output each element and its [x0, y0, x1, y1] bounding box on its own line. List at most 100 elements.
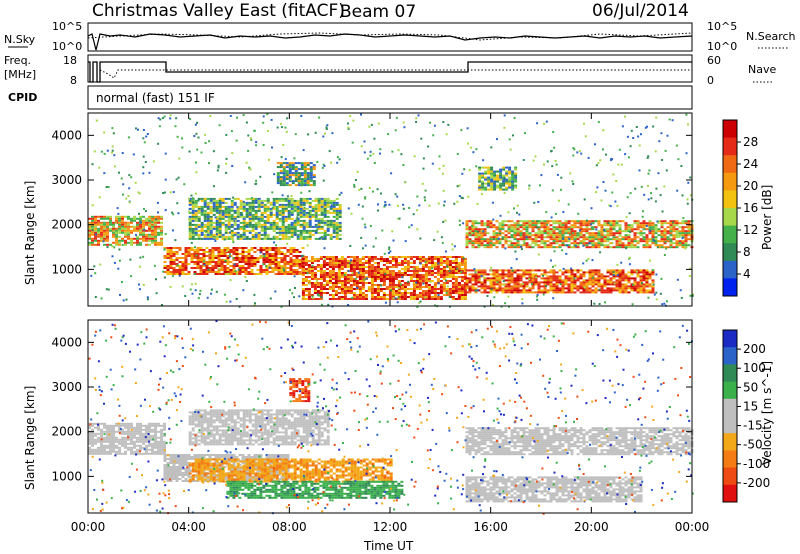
- heatmap-cell: [275, 227, 279, 230]
- heatmap-cell: [335, 227, 339, 230]
- heatmap-cell: [326, 124, 329, 127]
- heatmap-cell: [367, 272, 371, 274]
- heatmap-cell: [567, 220, 571, 223]
- heatmap-cell: [254, 227, 258, 230]
- heatmap-cell: [503, 192, 506, 194]
- heatmap-cell: [301, 294, 305, 296]
- heatmap-cell: [439, 260, 443, 262]
- heatmap-cell: [106, 225, 109, 228]
- heatmap-cell: [197, 197, 201, 200]
- heatmap-cell: [245, 221, 249, 224]
- heatmap-cell: [122, 193, 124, 196]
- heatmap-cell: [203, 235, 207, 238]
- heatmap-cell: [274, 290, 277, 293]
- heatmap-cell: [278, 217, 282, 220]
- heatmap-cell: [406, 256, 410, 258]
- heatmap-cell: [295, 265, 299, 267]
- heatmap-cell: [138, 283, 140, 286]
- heatmap-cell: [546, 289, 550, 292]
- heatmap-cell: [639, 275, 643, 278]
- heatmap-cell: [549, 287, 553, 290]
- heatmap-cell: [376, 258, 380, 260]
- heatmap-cell: [487, 176, 491, 179]
- heatmap-cell: [597, 236, 601, 239]
- heatmap-cell: [208, 162, 210, 165]
- heatmap-cell: [391, 294, 395, 296]
- heatmap-cell: [599, 159, 602, 162]
- heatmap-cell: [478, 184, 482, 187]
- heatmap-cell: [211, 247, 215, 249]
- heatmap-cell: [97, 241, 100, 244]
- heatmap-cell: [325, 280, 329, 282]
- heatmap-cell: [645, 271, 649, 274]
- heatmap-cell: [642, 238, 646, 241]
- heatmap-cell: [612, 222, 616, 225]
- heatmap-cell: [403, 286, 407, 288]
- heatmap-cell: [293, 233, 297, 236]
- heatmap-cell: [358, 290, 362, 292]
- heatmap-cell: [430, 292, 434, 294]
- heatmap-cell: [313, 298, 317, 300]
- heatmap-cell: [451, 274, 455, 276]
- heatmap-cell: [248, 231, 252, 234]
- heatmap-cell: [415, 298, 419, 300]
- heatmap-cell: [594, 279, 598, 282]
- heatmap-cell: [249, 137, 252, 140]
- heatmap-cell: [486, 238, 490, 241]
- heatmap-cell: [424, 286, 428, 288]
- heatmap-cell: [91, 217, 94, 220]
- heatmap-cell: [196, 249, 200, 251]
- heatmap-cell: [106, 246, 109, 249]
- heatmap-cell: [579, 275, 583, 278]
- heatmap-cell: [211, 257, 215, 259]
- heatmap-cell: [239, 203, 243, 206]
- heatmap-cell: [558, 222, 562, 225]
- heatmap-cell: [164, 178, 167, 181]
- heatmap-cell: [522, 220, 526, 223]
- heatmap-cell: [642, 279, 646, 282]
- heatmap-cell: [457, 292, 461, 294]
- heatmap-cell: [191, 207, 195, 210]
- heatmap-cell: [233, 197, 237, 200]
- heatmap-cell: [272, 225, 276, 228]
- heatmap-cell: [648, 220, 652, 223]
- heatmap-cell: [638, 144, 641, 147]
- heatmap-cell: [316, 292, 320, 294]
- heatmap-cell: [567, 269, 571, 272]
- heatmap-cell: [313, 282, 317, 284]
- heatmap-cell: [370, 258, 374, 260]
- heatmap-cell: [296, 235, 300, 238]
- heatmap-cell: [684, 222, 688, 225]
- heatmap-cell: [465, 287, 469, 290]
- heatmap-cell: [627, 285, 631, 288]
- heatmap-cell: [197, 223, 201, 226]
- heatmap-cell: [151, 227, 154, 230]
- heatmap-cell: [290, 235, 294, 238]
- heatmap-cell: [363, 140, 366, 143]
- heatmap-cell: [397, 288, 401, 290]
- heatmap-cell: [412, 290, 416, 292]
- heatmap-cell: [436, 264, 440, 266]
- heatmap-cell: [561, 281, 565, 284]
- heatmap-cell: [282, 170, 286, 173]
- heatmap-cell: [618, 281, 622, 284]
- heatmap-cell: [115, 219, 118, 222]
- heatmap-cell: [618, 275, 622, 278]
- heatmap-cell: [157, 217, 160, 220]
- heatmap-cell: [508, 180, 512, 183]
- heatmap-cell: [325, 284, 329, 286]
- heatmap-cell: [357, 203, 360, 206]
- heatmap-cell: [465, 228, 469, 231]
- heatmap-cell: [478, 168, 482, 171]
- heatmap-cell: [618, 224, 622, 227]
- heatmap-cell: [403, 256, 407, 258]
- cpid-panel: CPID normal (fast) 151 IF: [8, 85, 693, 110]
- heatmap-cell: [206, 213, 210, 216]
- heatmap-cell: [317, 227, 321, 230]
- heatmap-cell: [436, 296, 440, 298]
- heatmap-cell: [263, 211, 267, 214]
- heatmap-cell: [118, 225, 121, 228]
- heatmap-cell: [675, 246, 679, 249]
- heatmap-cell: [224, 231, 228, 234]
- heatmap-cell: [338, 205, 342, 208]
